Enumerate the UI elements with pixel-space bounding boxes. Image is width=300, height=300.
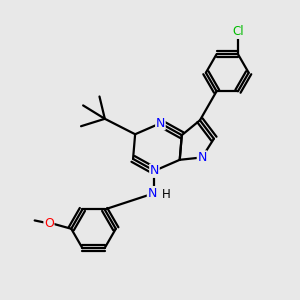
Text: N: N — [147, 187, 157, 200]
Text: N: N — [156, 117, 165, 130]
Text: H: H — [161, 188, 170, 201]
Text: Cl: Cl — [232, 26, 244, 38]
Text: N: N — [197, 151, 207, 164]
Text: O: O — [44, 217, 54, 230]
Text: N: N — [150, 164, 159, 177]
